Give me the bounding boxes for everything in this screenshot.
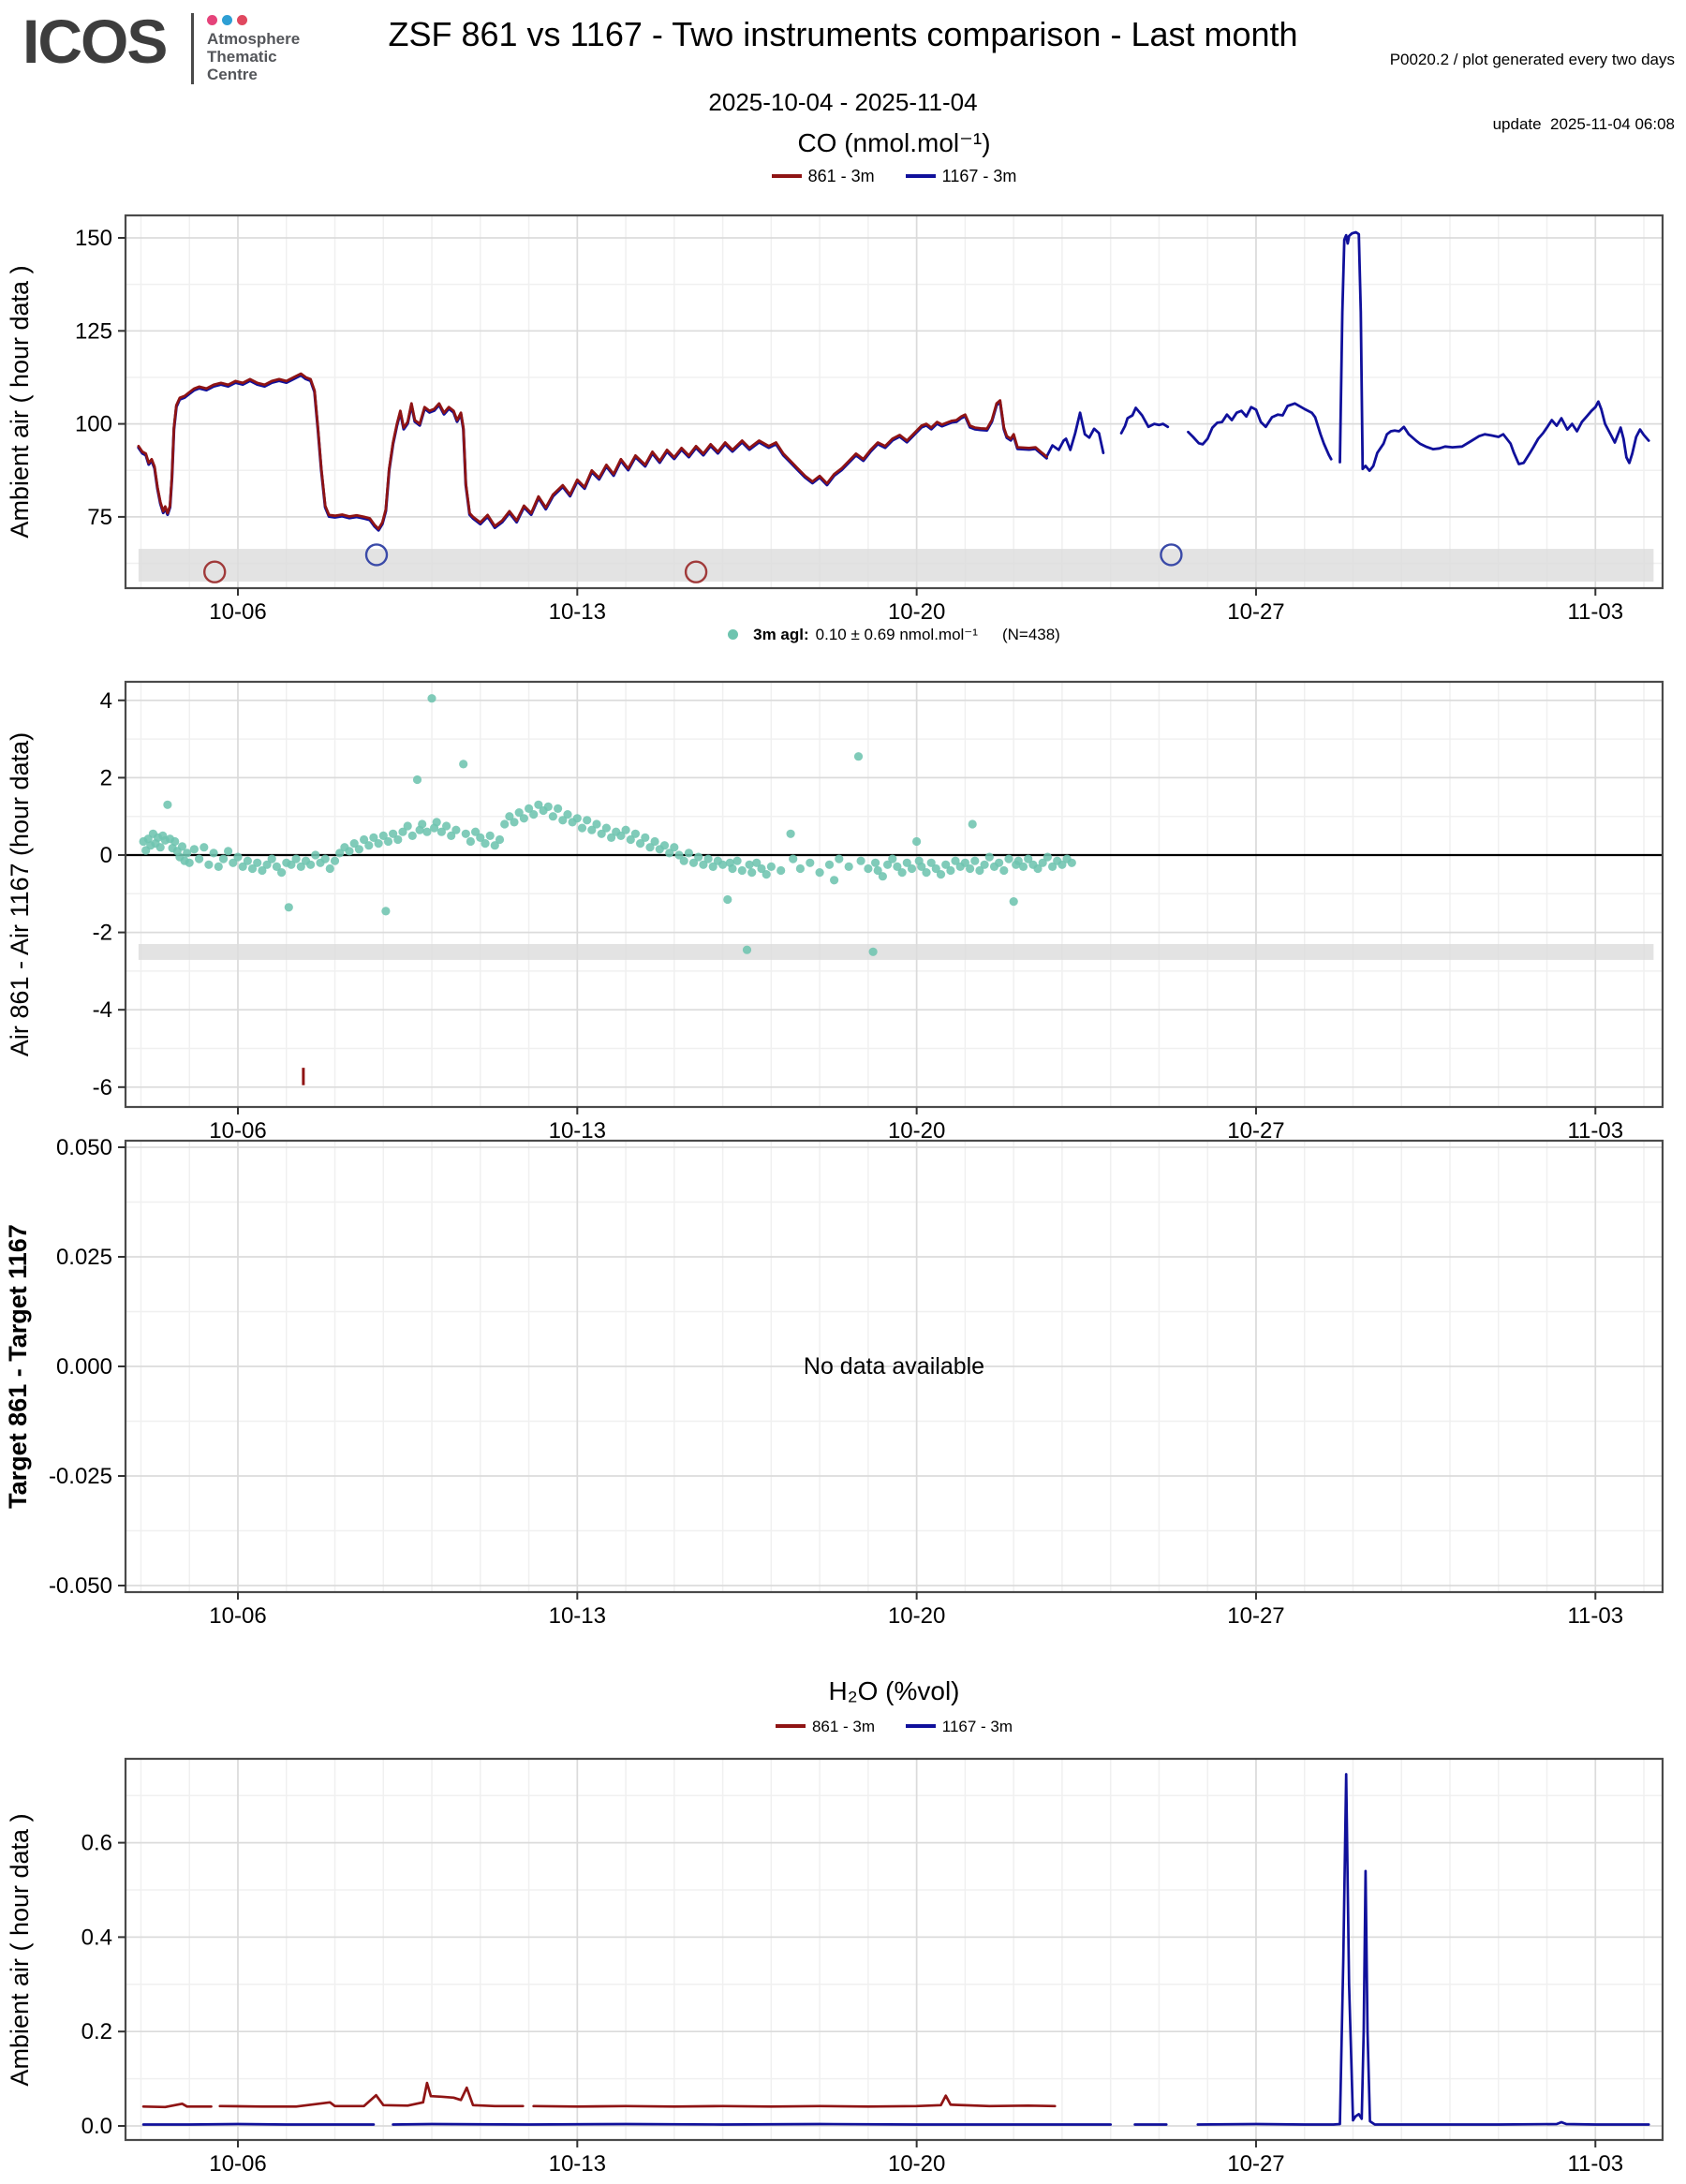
co-section-title: CO (nmol.mol⁻¹) [797,128,991,157]
legend-label-861: 861 - 3m [807,167,875,185]
date-range: 2025-10-04 - 2025-11-04 [708,88,978,116]
line-swatch-1167 [905,173,936,178]
line-swatch-861 [775,1724,806,1729]
logo-divider [191,13,194,84]
plot-info-line2: update 2025-11-04 06:08 [1492,115,1675,133]
svg-text:0.2: 0.2 [81,2019,112,2044]
svg-text:10-06: 10-06 [209,2151,266,2177]
co-legend: 861 - 3m 1167 - 3m [126,167,1663,186]
plot-info: P0020.2 / plot generated every two days … [1390,6,1675,178]
line-swatch-1167 [905,1724,936,1729]
svg-text:10-06: 10-06 [209,1603,266,1629]
page-title: ZSF 861 vs 1167 - Two instruments compar… [388,15,1298,53]
svg-text:Target 861 - Target 1167: Target 861 - Target 1167 [4,1224,32,1509]
svg-text:0: 0 [100,843,112,868]
svg-text:0.025: 0.025 [56,1245,112,1270]
svg-text:4: 4 [100,688,112,714]
diff-legend: 3m agl: 0.10 ± 0.69 nmol.mol⁻¹ (N=438) [126,626,1663,644]
svg-text:75: 75 [87,505,112,530]
diff-legend-count: (N=438) [1001,626,1060,643]
svg-text:0.0: 0.0 [81,2114,112,2139]
svg-text:10-13: 10-13 [549,2151,606,2177]
line-swatch-861 [771,173,802,178]
panel-co-ambient: 10-06 10-13 10-20 10-27 11-03 150 125 100 75 Ambi… [6,214,1664,625]
svg-text:10-06: 10-06 [209,1118,266,1144]
panel-target-diff: 10-06 10-13 10-20 10-27 11-03 0.050 0.025 0.000… [4,1135,1664,1629]
svg-text:11-03: 11-03 [1567,1603,1623,1629]
svg-text:2: 2 [100,765,112,790]
legend-label-1167: 1167 - 3m [941,1718,1013,1735]
svg-text:0.6: 0.6 [81,1831,112,1856]
h2o-legend: 861 - 3m 1167 - 3m [126,1718,1663,1736]
svg-text:-6: -6 [93,1075,112,1100]
svg-text:10-13: 10-13 [549,1603,606,1629]
svg-text:10-13: 10-13 [549,599,606,625]
svg-text:-0.050: -0.050 [49,1573,112,1599]
svg-text:-0.025: -0.025 [49,1464,112,1489]
svg-text:10-20: 10-20 [888,1118,945,1144]
h2o-section-title: H₂O (%vol) [828,1676,960,1705]
legend-item-1167: 1167 - 3m [905,167,1017,186]
logo-subtitle-line: Atmosphere [207,30,301,48]
legend-label-1167: 1167 - 3m [941,167,1017,185]
svg-text:-2: -2 [93,921,112,946]
logo-subtitle-line: Thematic [207,48,277,66]
svg-text:0.4: 0.4 [81,1925,112,1950]
legend-item-861: 861 - 3m [775,1718,876,1736]
logo-dots-icon [207,13,252,30]
logo-dot-1 [207,15,217,25]
svg-text:10-20: 10-20 [888,2151,945,2177]
svg-text:10-13: 10-13 [549,1118,606,1144]
svg-text:11-03: 11-03 [1567,2151,1623,2177]
panel-air-diff: 10-06 10-13 10-20 10-27 11-03 4 2 0 -2 -4 -6 Air 86… [6,680,1664,1144]
diff-legend-label: 3m agl: [753,626,809,643]
svg-text:150: 150 [75,226,112,251]
svg-text:-4: -4 [93,997,112,1023]
svg-text:10-27: 10-27 [1227,1118,1284,1144]
logo-dot-3 [237,15,247,25]
svg-text:10-20: 10-20 [888,1603,945,1629]
legend-item-861: 861 - 3m [771,167,875,186]
svg-text:Ambient air ( hour data ): Ambient air ( hour data ) [6,1813,34,2086]
svg-text:10-27: 10-27 [1227,1603,1284,1629]
svg-text:11-03: 11-03 [1567,1118,1623,1144]
svg-text:125: 125 [75,318,112,344]
plot-info-line1: P0020.2 / plot generated every two days [1389,51,1675,68]
svg-text:100: 100 [75,412,112,437]
icos-logo: ICOS [22,7,168,76]
logo-subtitle: Atmosphere Thematic Centre [207,30,300,83]
svg-text:10-06: 10-06 [209,599,266,625]
svg-text:Ambient air ( hour data ): Ambient air ( hour data ) [6,265,34,538]
svg-text:0.000: 0.000 [56,1354,112,1380]
logo-dot-2 [222,15,232,25]
teal-dot-icon [728,628,739,640]
svg-text:10-27: 10-27 [1227,599,1284,625]
svg-text:0.050: 0.050 [56,1135,112,1160]
svg-text:10-20: 10-20 [888,599,945,625]
legend-label-861: 861 - 3m [811,1718,876,1735]
svg-text:11-03: 11-03 [1567,599,1623,625]
legend-item-1167: 1167 - 3m [905,1718,1013,1736]
panel-h2o-ambient: 10-06 10-13 10-20 10-27 11-03 0.6 0.4 0.2 0.0 Amb… [6,1757,1664,2177]
svg-text:10-27: 10-27 [1227,2151,1284,2177]
svg-text:No data available: No data available [804,1353,984,1380]
svg-text:Air 861 - Air 1167 (hour data): Air 861 - Air 1167 (hour data) [6,732,34,1056]
diff-legend-value: 0.10 ± 0.69 nmol.mol⁻¹ [815,626,978,643]
logo-subtitle-line: Centre [207,66,258,83]
